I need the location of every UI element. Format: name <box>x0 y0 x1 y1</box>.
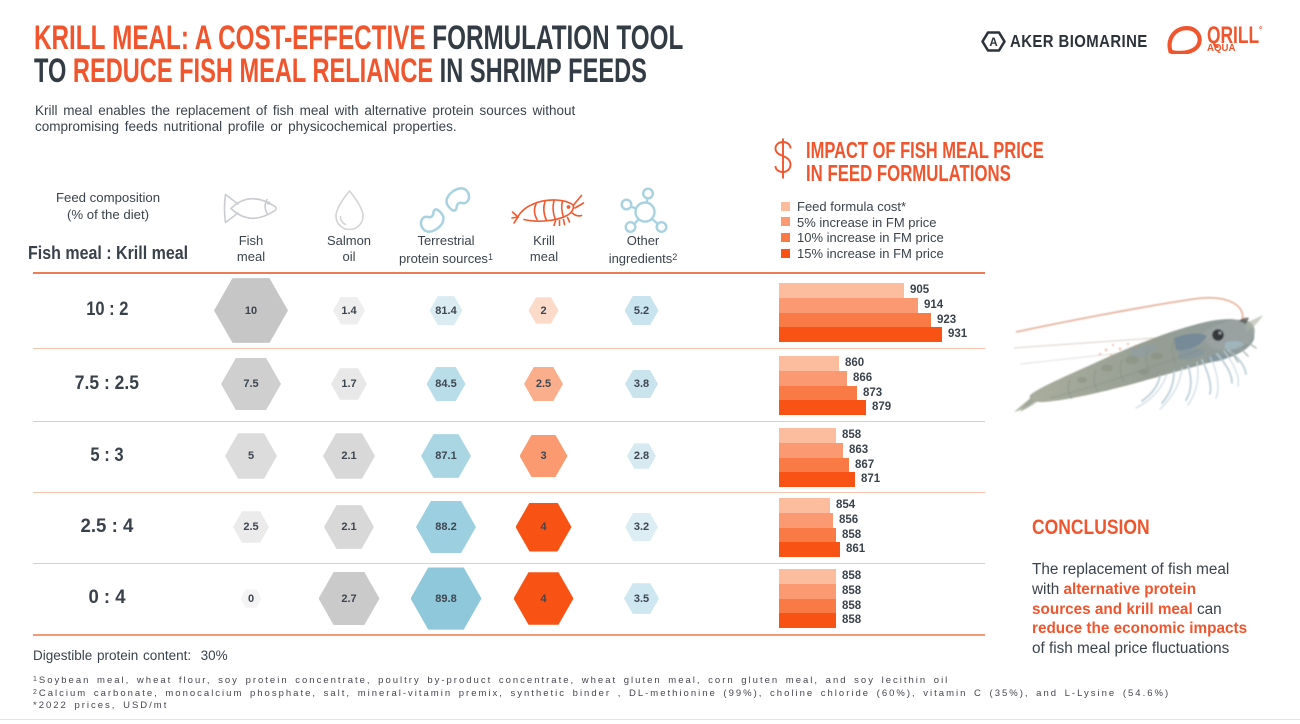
svg-text:A: A <box>989 37 997 49</box>
